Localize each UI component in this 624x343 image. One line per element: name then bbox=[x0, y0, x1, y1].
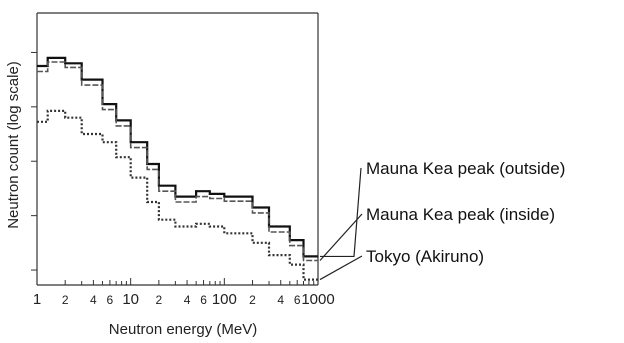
series-line-3 bbox=[37, 109, 318, 281]
annotation-pointer-3 bbox=[319, 255, 363, 281]
annotation-pointer-2 bbox=[319, 213, 363, 261]
x-tick-label: 10 bbox=[122, 291, 139, 308]
x-tick-label: 6 bbox=[107, 293, 114, 307]
x-axis-title: Neutron energy (MeV) bbox=[109, 321, 257, 338]
plot-axes bbox=[36, 12, 319, 286]
x-tick-label: 100 bbox=[212, 291, 237, 308]
y-axis-title: Neutron count (log scale) bbox=[5, 61, 22, 229]
annotation-mauna-kea-outside: Mauna Kea peak (outside) bbox=[366, 159, 565, 178]
annotation-layer: Mauna Kea peak (outside) Mauna Kea peak (… bbox=[319, 159, 565, 281]
x-tick-label: 1 bbox=[33, 291, 41, 308]
annotation-tokyo: Tokyo (Akiruno) bbox=[366, 247, 484, 266]
x-tick-label: 6 bbox=[294, 293, 301, 307]
annotation-pointer-1 bbox=[320, 167, 362, 258]
x-tick-label: 2 bbox=[249, 293, 256, 307]
series-line-2 bbox=[37, 61, 318, 262]
x-tick-label: 4 bbox=[277, 293, 284, 307]
series-line-1 bbox=[37, 56, 318, 258]
x-tick-label: 6 bbox=[200, 293, 207, 307]
x-axis-ticks: 1 2 4 6 10 2 4 6 100 2 4 6 1000 bbox=[33, 278, 335, 308]
x-tick-label: 1000 bbox=[301, 291, 334, 308]
series-layer bbox=[37, 56, 318, 281]
x-tick-label: 2 bbox=[62, 293, 69, 307]
x-tick-label: 4 bbox=[90, 293, 97, 307]
y-axis-ticks bbox=[31, 51, 37, 271]
x-tick-label: 2 bbox=[156, 293, 163, 307]
annotation-mauna-kea-inside: Mauna Kea peak (inside) bbox=[366, 205, 555, 224]
x-tick-label: 4 bbox=[184, 293, 191, 307]
